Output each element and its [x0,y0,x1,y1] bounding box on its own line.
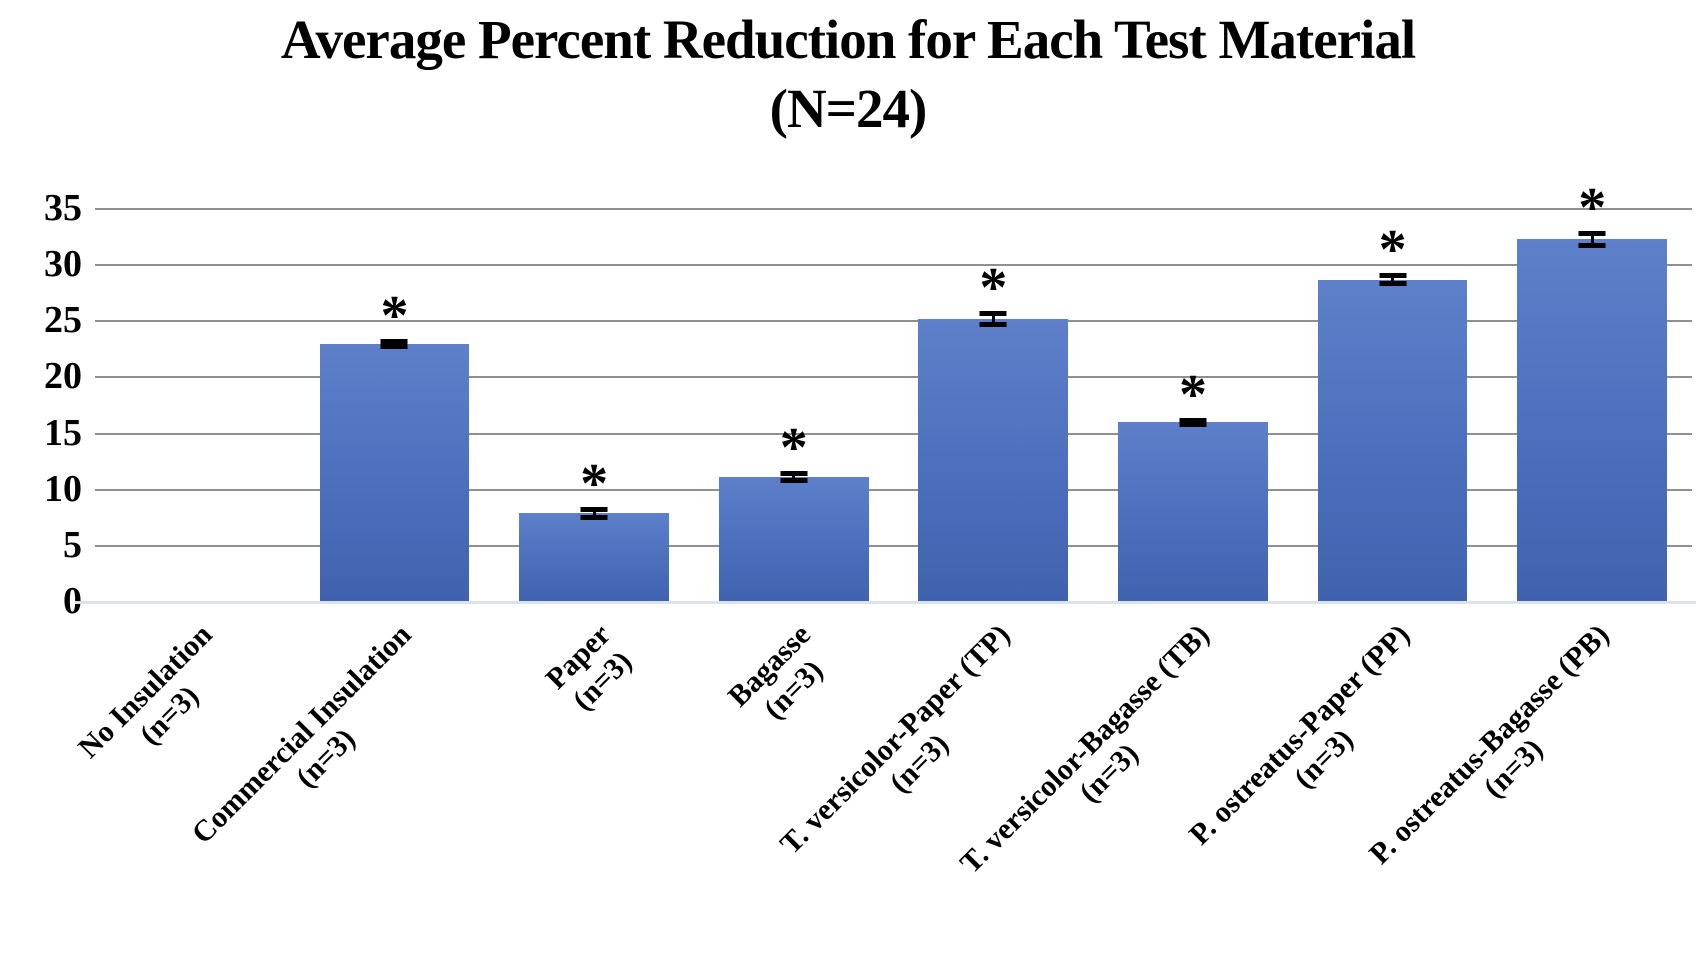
x-tick-label: Bagasse (n=3) [722,618,841,737]
y-axis: 35 30 25 20 15 10 5 0 [0,189,82,620]
significance-asterisk: * [979,256,1008,319]
bars-row: * * * * * * * [95,180,1692,602]
error-bar [1379,273,1407,287]
significance-asterisk: * [1578,176,1607,239]
gridline [95,376,1692,379]
y-tick-label: 0 [63,580,82,623]
gridline [95,488,1692,491]
error-bar [780,471,808,484]
bar [1317,279,1468,602]
significance-asterisk: * [1378,219,1407,282]
error-bar-cap-bottom [979,322,1007,328]
error-bar-cap-top [1379,273,1407,279]
error-bar-cap-bottom [580,514,608,520]
gridline [95,432,1692,435]
bar-slot: * [1293,209,1493,602]
error-bar [1179,418,1207,427]
error-bar-cap-top [1179,418,1207,424]
x-tick-label-n: (n=3) [289,721,362,794]
bar-wrap: * [718,420,869,602]
error-bar-cap-bottom [1379,281,1407,287]
y-tick-label: 30 [44,243,82,286]
bar-slot: * [295,209,495,602]
bar-slot: * [894,209,1094,602]
significance-asterisk: * [580,452,609,515]
significance-asterisk: * [1178,364,1207,427]
error-bar-cap-top [979,310,1007,316]
bar-slot: * [494,209,694,602]
bar [1517,239,1668,602]
gridline [95,208,1692,210]
bar-slot: * [1492,180,1692,602]
x-tick-label: Paper (n=3) [540,618,642,720]
bar-wrap: * [1517,180,1668,602]
significance-asterisk: * [380,284,409,347]
bar-wrap: * [1317,222,1468,602]
bar [918,319,1069,602]
bar-wrap: * [519,456,669,602]
error-bar-cap-bottom [780,478,808,484]
y-tick-label: 5 [63,524,82,567]
bar-wrap: * [319,288,470,602]
gridline [95,544,1692,547]
error-bar-cap-bottom [1578,243,1606,249]
x-tick-label: No Insulation (n=3) [72,618,243,789]
y-tick-label: 10 [44,467,82,510]
y-tick-label: 15 [44,411,82,454]
gridline [95,264,1692,267]
error-bar-cap-top [580,506,608,512]
plot-area: * * * * * * * [75,180,1696,604]
bar-wrap: * [1118,367,1268,602]
bar [519,513,669,602]
bar-slot: * [694,209,894,602]
error-bar [380,338,408,349]
significance-asterisk: * [779,417,808,480]
bar [718,477,869,602]
error-bar-cap-top [780,471,808,477]
bar-slot [95,209,295,602]
x-axis-baseline [75,601,1696,604]
error-bar [1578,230,1606,249]
error-bar [979,310,1007,328]
bar-slot: * [1093,209,1293,602]
chart-title-line2: (N=24) [769,77,928,139]
y-tick-label: 25 [44,299,82,342]
error-bar-cap-bottom [1179,421,1207,427]
error-bar-cap-bottom [380,343,408,349]
bar-wrap: * [918,260,1069,602]
bar [1118,422,1268,602]
error-bar-cap-top [1578,230,1606,236]
chart-title-line1: Average Percent Reduction for Each Test … [280,9,1416,70]
bar [319,343,470,602]
error-bar-cap-top [380,338,408,344]
y-tick-label: 35 [44,187,82,230]
gridline [95,320,1692,323]
chart-title: Average Percent Reduction for Each Test … [0,6,1696,144]
error-bar [580,506,608,520]
y-tick-label: 20 [44,355,82,398]
